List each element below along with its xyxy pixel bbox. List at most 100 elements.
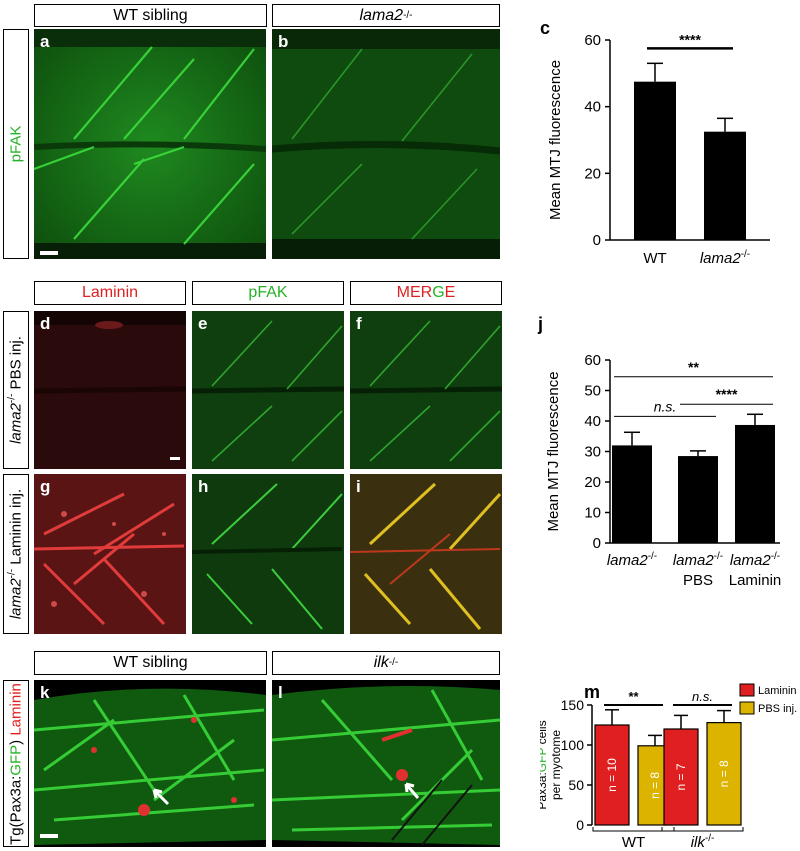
micrograph-panel-l: l [272,680,500,847]
panel-letter-i: i [356,477,361,496]
header-lama2: lama2 -/- [272,4,500,27]
micrograph-panel-e: e [192,311,344,469]
panel-letter-f: f [356,314,362,333]
micrograph-panel-i: i [350,474,502,634]
n-label: n = 7 [674,763,688,790]
significance-label: n.s. [654,398,677,414]
chart-letter-m: m [584,682,601,702]
scale-bar [170,457,180,460]
bar [706,721,742,826]
row-label-tg-gfp: GFP [7,744,25,776]
n-label: n = 8 [717,760,731,787]
panel-letter-e: e [198,314,208,333]
row-label-laminin-gene: lama2 [7,578,25,620]
header-pfak: pFAK [192,281,344,305]
superscript: -/- [6,393,18,404]
header-lama2-text: lama2 [359,6,404,24]
panel-letter-k: k [40,683,50,702]
significance-label: **** [679,31,701,47]
panel-letter-b: b [278,32,289,51]
bar [704,131,746,240]
row-label-tg-c: ) [7,735,25,745]
micrograph-panel-k: k [34,680,266,847]
significance-label: ** [628,689,639,704]
row-label-pbs-gene: lama2 [7,403,25,444]
group-bracket [592,827,675,832]
panel-letter-a: a [40,32,50,51]
panel-letter-d: d [40,314,51,333]
y-tick-label: 40 [584,413,601,430]
header-laminin-text: Laminin [81,284,139,301]
row-label-laminin: lama2-/- Laminin inj. [3,474,29,634]
row-label-pfak: pFAK [3,29,29,259]
panel-letter-g: g [40,477,51,496]
y-tick-label: 10 [584,505,601,522]
micrograph-panel-d: d [34,311,186,469]
merge-letter-4: G [432,284,445,301]
row-label-tg-laminin: Laminin [7,682,25,736]
y-tick-label: 50 [584,383,601,400]
row-label-tg: Tg(Pax3a:GFP) Laminin [3,680,29,847]
panel-letter-h: h [198,477,209,496]
scale-bar [40,834,58,838]
n-label: n = 8 [648,772,662,799]
y-tick-label: 60 [584,32,601,49]
micrograph-panel-g: g [34,474,186,634]
merge-letter-3: R [420,284,433,301]
micrograph-panel-b: b [272,29,500,259]
row-label-laminin-text: Laminin inj. [7,488,25,569]
chart-letter-j: j [538,314,544,334]
y-axis-label: Pax3a:GFP cells [540,720,549,809]
header-laminin: Laminin [34,281,186,305]
x-tick-label: lama2-/- [607,551,657,569]
y-tick-label: 30 [584,444,601,461]
significance-label: **** [716,386,738,402]
header-ilk: ilk -/- [272,651,500,675]
significance-label: n.s. [692,689,713,704]
bar [612,445,652,543]
x-tick-label: WT [643,250,666,267]
legend-swatch [739,701,755,715]
bar [594,724,630,826]
row-label-pbs-text: PBS inj. [7,336,25,394]
row-label-pbs: lama2-/- PBS inj. [3,311,29,469]
merge-letter-5: E [444,284,456,301]
micrograph-panel-f: f [350,311,502,469]
row-label-pfak-text: pFAK [7,125,25,163]
y-tick-label: 0 [593,535,601,552]
merge-letter-2: E [409,284,421,301]
x-tick-label: lama2-/- [700,249,750,267]
x-tick-label: lama2-/- [730,551,780,569]
chart-letter-c: c [540,18,551,38]
y-tick-label: 0 [576,817,584,833]
y-tick-label: 0 [593,232,601,249]
scale-bar [40,251,58,255]
legend-label: PBS inj. [758,703,797,715]
significance-label: ** [688,359,699,375]
n-label: n = 10 [605,758,619,792]
y-tick-label: 50 [568,777,584,793]
y-tick-label: 20 [584,165,601,182]
header-wt-sibling-2: WT sibling [34,651,267,675]
superscript: -/- [6,568,18,579]
row-label-tg-a: Tg(Pax3a: [7,775,25,845]
header-ilk-text: ilk [373,654,389,671]
chart-c: 0 20 40 60 Mean MTJ fluorescence WT lama2-/- **… [547,31,770,267]
merge-letter-1: M [396,284,410,301]
bar [678,456,718,543]
micrograph-panel-a: a [34,29,266,259]
y-axis-label: Mean MTJ fluorescence [545,371,562,531]
y-tick-label: 150 [561,697,585,713]
bar [634,81,676,240]
y-axis-label: Mean MTJ fluorescence [547,60,564,220]
header-wt-2-text: WT sibling [113,654,188,671]
chart-j: 0 10 20 30 40 50 60 Mean MTJ fluorescence lama2-… [545,352,782,589]
x-tick-label-line2: PBS [683,572,713,589]
y-tick-label: 40 [584,99,601,116]
x-tick-label-line2: Laminin [729,572,782,589]
y-tick-label: 20 [584,474,601,491]
header-wt-text: WT sibling [113,6,188,24]
panel-letter-l: l [278,683,283,702]
legend-label: Laminin inj. [758,685,800,697]
